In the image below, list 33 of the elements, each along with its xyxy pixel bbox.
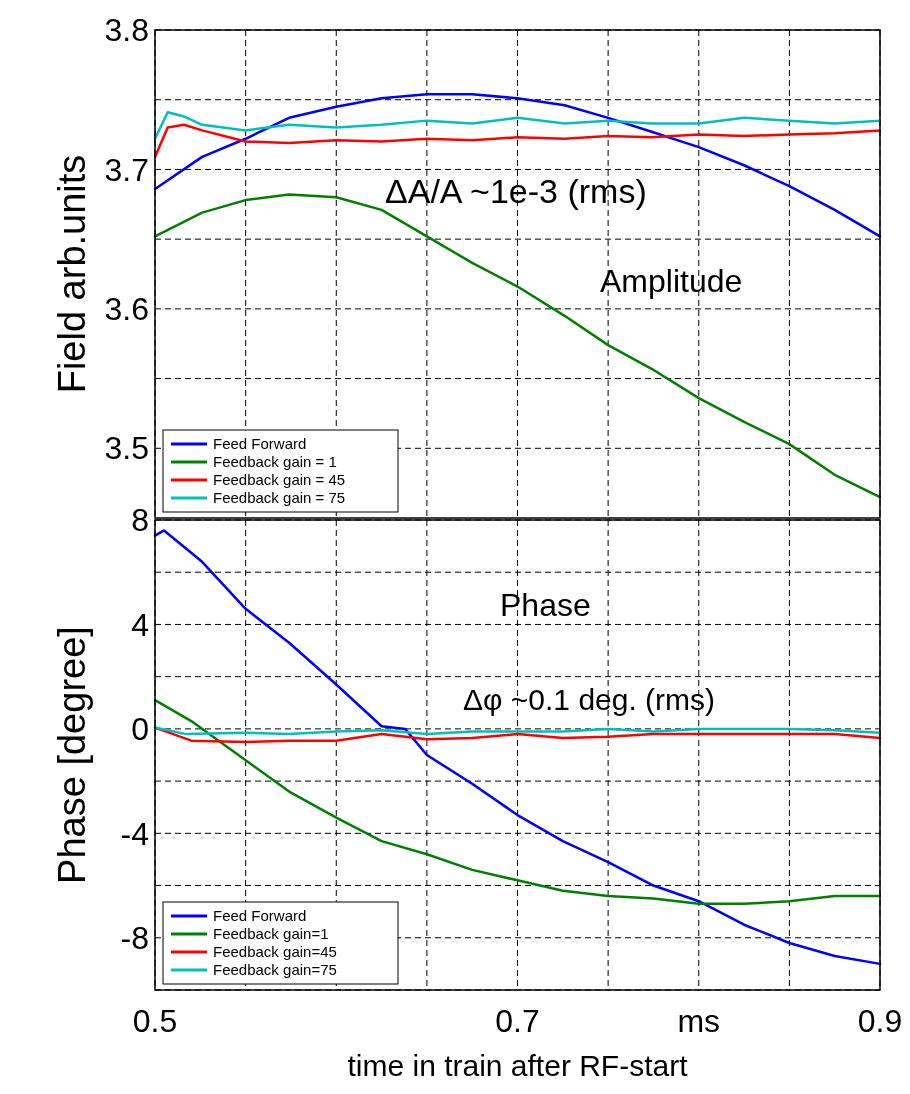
x-tick-label: 0.7: [495, 1003, 540, 1039]
y-tick-label: 3.5: [104, 430, 149, 467]
y-tick-label: 4: [131, 606, 149, 643]
y-tick-label: 3.8: [104, 12, 149, 49]
line-series: [153, 123, 882, 159]
x-axis-title: time in train after RF-start: [347, 1049, 689, 1082]
y-tick-label: -8: [120, 919, 149, 956]
line-series: [153, 529, 882, 966]
y-tick-label: 3.7: [104, 151, 149, 188]
legend-label: Feedback gain=45: [213, 943, 337, 961]
line-series: [153, 92, 882, 238]
y-tick-label: 8: [131, 502, 149, 539]
annotation: Phase: [500, 587, 591, 623]
y-tick-label: -4: [120, 815, 149, 852]
line-series: [153, 111, 882, 140]
legend-label: Feed Forward: [213, 907, 307, 925]
annotation: Δφ ~0.1 deg. (rms): [463, 683, 716, 716]
legend-label: Feedback gain = 1: [213, 453, 337, 471]
legend-label: Feedback gain=75: [213, 961, 337, 979]
legend-label: Feedback gain = 45: [213, 471, 346, 489]
x-tick-label: ms: [677, 1003, 721, 1039]
x-tick-label: 0.5: [132, 1003, 178, 1039]
y-tick-label: 0: [131, 711, 149, 748]
y-tick-label: 3.6: [104, 291, 149, 328]
x-tick-label: 0.9: [857, 1003, 903, 1039]
line-series: [153, 726, 882, 736]
annotation: Amplitude: [600, 263, 743, 299]
annotation: ΔA/A ~1e-3 (rms): [385, 172, 647, 210]
legend-label: Feed Forward: [213, 435, 307, 453]
y-axis-title: Field arb.units: [51, 154, 93, 394]
legend-label: Feedback gain = 75: [213, 489, 346, 507]
y-axis-title: Phase [degree]: [51, 626, 93, 884]
legend-label: Feedback gain=1: [213, 925, 329, 943]
